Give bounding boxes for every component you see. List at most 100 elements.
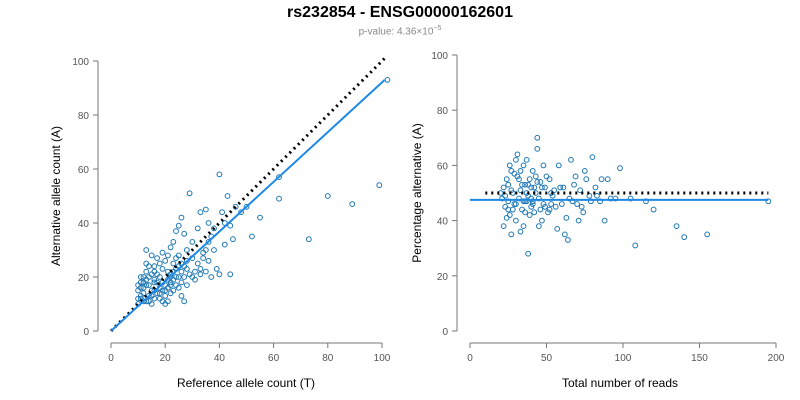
panel1-data-point — [183, 282, 190, 289]
panel2-data-point — [525, 250, 532, 257]
panel1-data-point — [205, 220, 212, 226]
panel2-data-point — [587, 198, 594, 205]
panel1-data-point — [159, 249, 166, 256]
panel1-data-point — [194, 225, 201, 232]
panel2-data-point — [586, 192, 593, 199]
panel1-y-tick-label: 100 — [72, 57, 89, 68]
panel2-data-point — [531, 209, 538, 216]
panel2-data-point — [598, 176, 605, 183]
panel1-data-point — [178, 279, 185, 286]
panel2-data-point — [539, 217, 545, 224]
panel2-data-point — [506, 162, 513, 169]
panel2-data-point — [673, 223, 680, 230]
panel2-data-point — [607, 195, 614, 202]
panel1-y-tick-label: 20 — [78, 273, 90, 284]
panel1-data-point — [257, 214, 263, 221]
panel2-data-point — [534, 145, 541, 152]
panel2-data-point — [569, 198, 576, 205]
panel2-y-tick-label: 0 — [442, 327, 448, 338]
panel1-data-point — [205, 239, 212, 245]
panel1-data-point — [183, 247, 190, 253]
chart-subtitle: p-value: 4.36×10−5 — [0, 25, 800, 37]
panel2-x-tick-label: 100 — [615, 353, 632, 364]
panel2-y-tick-label: 60 — [437, 161, 449, 172]
panel1-data-point — [154, 279, 160, 286]
panel1-data-point — [143, 268, 150, 275]
panel1-data-point — [232, 203, 239, 210]
panel2-y-axis-label: Percentage alternative (A) — [410, 123, 424, 262]
panel2-data-point — [555, 162, 562, 169]
panel1-data-point — [167, 244, 174, 251]
panel1-data-point — [200, 249, 207, 256]
panel1-y-tick-label: 60 — [78, 165, 90, 176]
panel2-data-point — [519, 206, 525, 213]
panel2-y-tick-label: 80 — [437, 106, 449, 117]
panel1-data-point — [178, 293, 185, 299]
panel2-data-point — [513, 217, 519, 224]
panel1-data-point — [146, 298, 152, 305]
panel1-data-point — [189, 239, 196, 245]
panel2-data-point — [542, 184, 548, 191]
panel1-data-point — [162, 257, 169, 264]
panel1-x-tick-label: 80 — [322, 353, 334, 364]
panel2-data-point — [520, 223, 527, 230]
panel1-data-point — [154, 255, 160, 262]
panel2-x-tick-label: 200 — [768, 353, 785, 364]
panel2-data-point — [545, 209, 551, 216]
panel2-data-point — [503, 214, 510, 221]
panel1-data-point — [197, 209, 204, 216]
panel2-data-point — [525, 181, 532, 188]
panel1-data-point — [135, 282, 142, 289]
panel2-data-point — [519, 181, 525, 188]
panel2-data-point — [517, 187, 524, 194]
panel2-data-point — [578, 203, 585, 210]
panel2-data-point — [522, 181, 528, 188]
panel2-data-point — [604, 176, 611, 183]
panel2-data-point — [575, 217, 582, 224]
panel2-y-tick-label: 20 — [437, 272, 449, 283]
panel1-data-point — [178, 214, 185, 221]
panel2-data-point — [509, 206, 516, 213]
panel1-data-point — [305, 236, 312, 243]
panel1-data-point — [227, 222, 234, 229]
panel2-data-point — [560, 184, 567, 191]
panel2-data-point — [534, 134, 541, 141]
panel1-data-point — [181, 298, 188, 305]
panel2-x-tick-label: 0 — [467, 353, 473, 364]
panel1-y-tick-label: 0 — [83, 327, 89, 338]
panel1-data-point — [178, 268, 185, 275]
panel1-data-point — [208, 274, 215, 280]
panel1-data-point — [197, 266, 204, 272]
panel1-data-point — [156, 260, 163, 267]
panel1-data-point — [216, 271, 223, 278]
panel1-data-point — [249, 233, 255, 240]
panel2-data-point — [529, 168, 536, 174]
panel2-data-point — [516, 176, 522, 183]
panel2-data-point — [526, 212, 533, 218]
panel2-data-point — [522, 209, 528, 216]
panel1-y-tick-label: 40 — [78, 219, 90, 230]
panel1-y-axis-label: Alternative allele count (A) — [49, 126, 63, 266]
panel1-data-point — [143, 260, 150, 267]
panel1-data-point — [324, 193, 331, 199]
panel2-y-tick-label: 40 — [437, 217, 449, 228]
panel2-data-point — [535, 223, 542, 230]
panel2-data-point — [508, 231, 515, 238]
panel2-data-point — [528, 195, 535, 202]
panel2-data-point — [543, 173, 550, 180]
panel2-data-point — [502, 203, 509, 210]
panel1-data-point — [219, 209, 226, 216]
panel1-data-point — [202, 206, 209, 213]
panel1-data-point — [243, 203, 250, 210]
panel1-data-point — [175, 252, 182, 259]
panel2-data-point — [520, 198, 527, 205]
panel2-data-point — [517, 228, 524, 235]
panel1-data-point — [148, 252, 155, 259]
panel2-data-point — [561, 231, 568, 238]
panel2-data-point — [563, 214, 570, 221]
panel1-data-point — [167, 274, 174, 280]
panel1-data-point — [349, 201, 356, 208]
panel2-data-point — [508, 187, 515, 194]
panel2-data-point — [581, 168, 588, 174]
panel2-data-point — [557, 184, 564, 191]
